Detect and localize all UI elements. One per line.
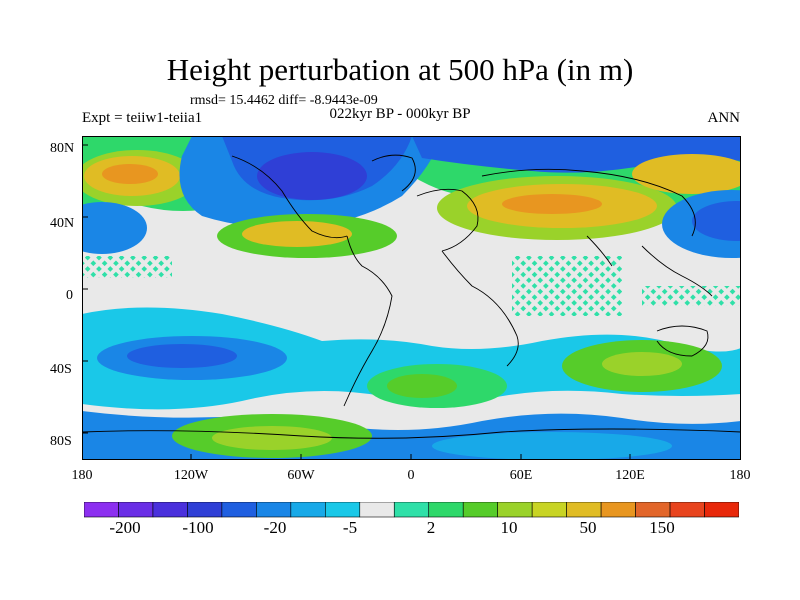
colorbar-label-4: 2 [426, 518, 436, 537]
colorbar-box [531, 502, 567, 518]
colorbar-box [187, 502, 223, 518]
experiment-label: Expt = teiiw1-teiia1 [82, 110, 203, 126]
lon-label-180w: 180 [71, 468, 93, 483]
colorbar-label-5: 10 [500, 518, 518, 537]
lat-label-40n: 40N [50, 216, 75, 231]
colorbar-box [118, 502, 154, 518]
contour-npac-high-core [102, 164, 158, 184]
colorbar-box [669, 502, 705, 518]
colorbar-box [221, 502, 257, 518]
lat-label-0: 0 [66, 288, 73, 303]
colorbar-label-3: -5 [342, 518, 358, 537]
colorbar-box [635, 502, 671, 518]
contour-siberia-high [632, 154, 741, 194]
colorbar-box [152, 502, 188, 518]
contour-canada-low-core [257, 152, 367, 200]
coastlines [82, 154, 741, 439]
lon-label-60w: 60W [287, 468, 315, 483]
colorbar-box [566, 502, 602, 518]
hatch-tropics-west [82, 256, 172, 278]
colorbar-label-0: -200 [109, 518, 141, 537]
colorbar-label-1: -100 [182, 518, 214, 537]
contour-map [82, 136, 741, 460]
colorbar-box [256, 502, 292, 518]
colorbar-label-7: 150 [649, 518, 675, 537]
colorbar-box [84, 502, 119, 518]
lat-label-40s: 40S [50, 362, 72, 377]
contour-atlantic-high-core [242, 221, 352, 247]
contour-south-pacific-low-core [127, 344, 237, 368]
colorbar-label-6: 50 [579, 518, 597, 537]
lat-label-80s: 80S [50, 434, 72, 449]
contour-antarctic-low [432, 432, 672, 460]
colorbar-box [462, 502, 498, 518]
stats-text: rmsd= 15.4462 diff= -8.9443e-09 [190, 93, 378, 108]
contour-arctic-low [412, 136, 741, 173]
season-label: ANN [707, 110, 741, 126]
colorbar-box [325, 502, 361, 518]
contour-south-band-neg [82, 307, 741, 410]
colorbar-box [290, 502, 326, 518]
colorbar [84, 502, 739, 518]
hatch-indian-ocean [512, 256, 622, 316]
contour-antarctic-high-core [212, 426, 332, 450]
colorbar-box [428, 502, 464, 518]
colorbar-box [359, 502, 395, 518]
contour-south-indian-high-core [602, 352, 682, 376]
colorbar-box [704, 502, 739, 518]
colorbar-box [600, 502, 636, 518]
contour-epac-low [82, 202, 147, 254]
hatch-west-pacific [642, 286, 741, 306]
colorbar-label-2: -20 [263, 518, 287, 537]
contour-wpac-low-core [692, 201, 741, 241]
lat-label-80n: 80N [50, 141, 75, 156]
lon-label-60e: 60E [509, 468, 533, 483]
map-title: Height perturbation at 500 hPa (in m) [166, 52, 634, 87]
lon-label-180e: 180 [729, 468, 751, 483]
colorbar-box [497, 502, 533, 518]
contour-south-atlantic-high-core [387, 374, 457, 398]
colorbar-box [393, 502, 430, 518]
map-ticks [82, 144, 631, 460]
contour-eurasia-high-core [502, 194, 602, 214]
period-label: 022kyr BP - 000kyr BP [329, 106, 471, 122]
lon-label-120w: 120W [173, 468, 209, 483]
lon-label-0: 0 [407, 468, 415, 483]
lon-label-120e: 120E [615, 468, 645, 483]
